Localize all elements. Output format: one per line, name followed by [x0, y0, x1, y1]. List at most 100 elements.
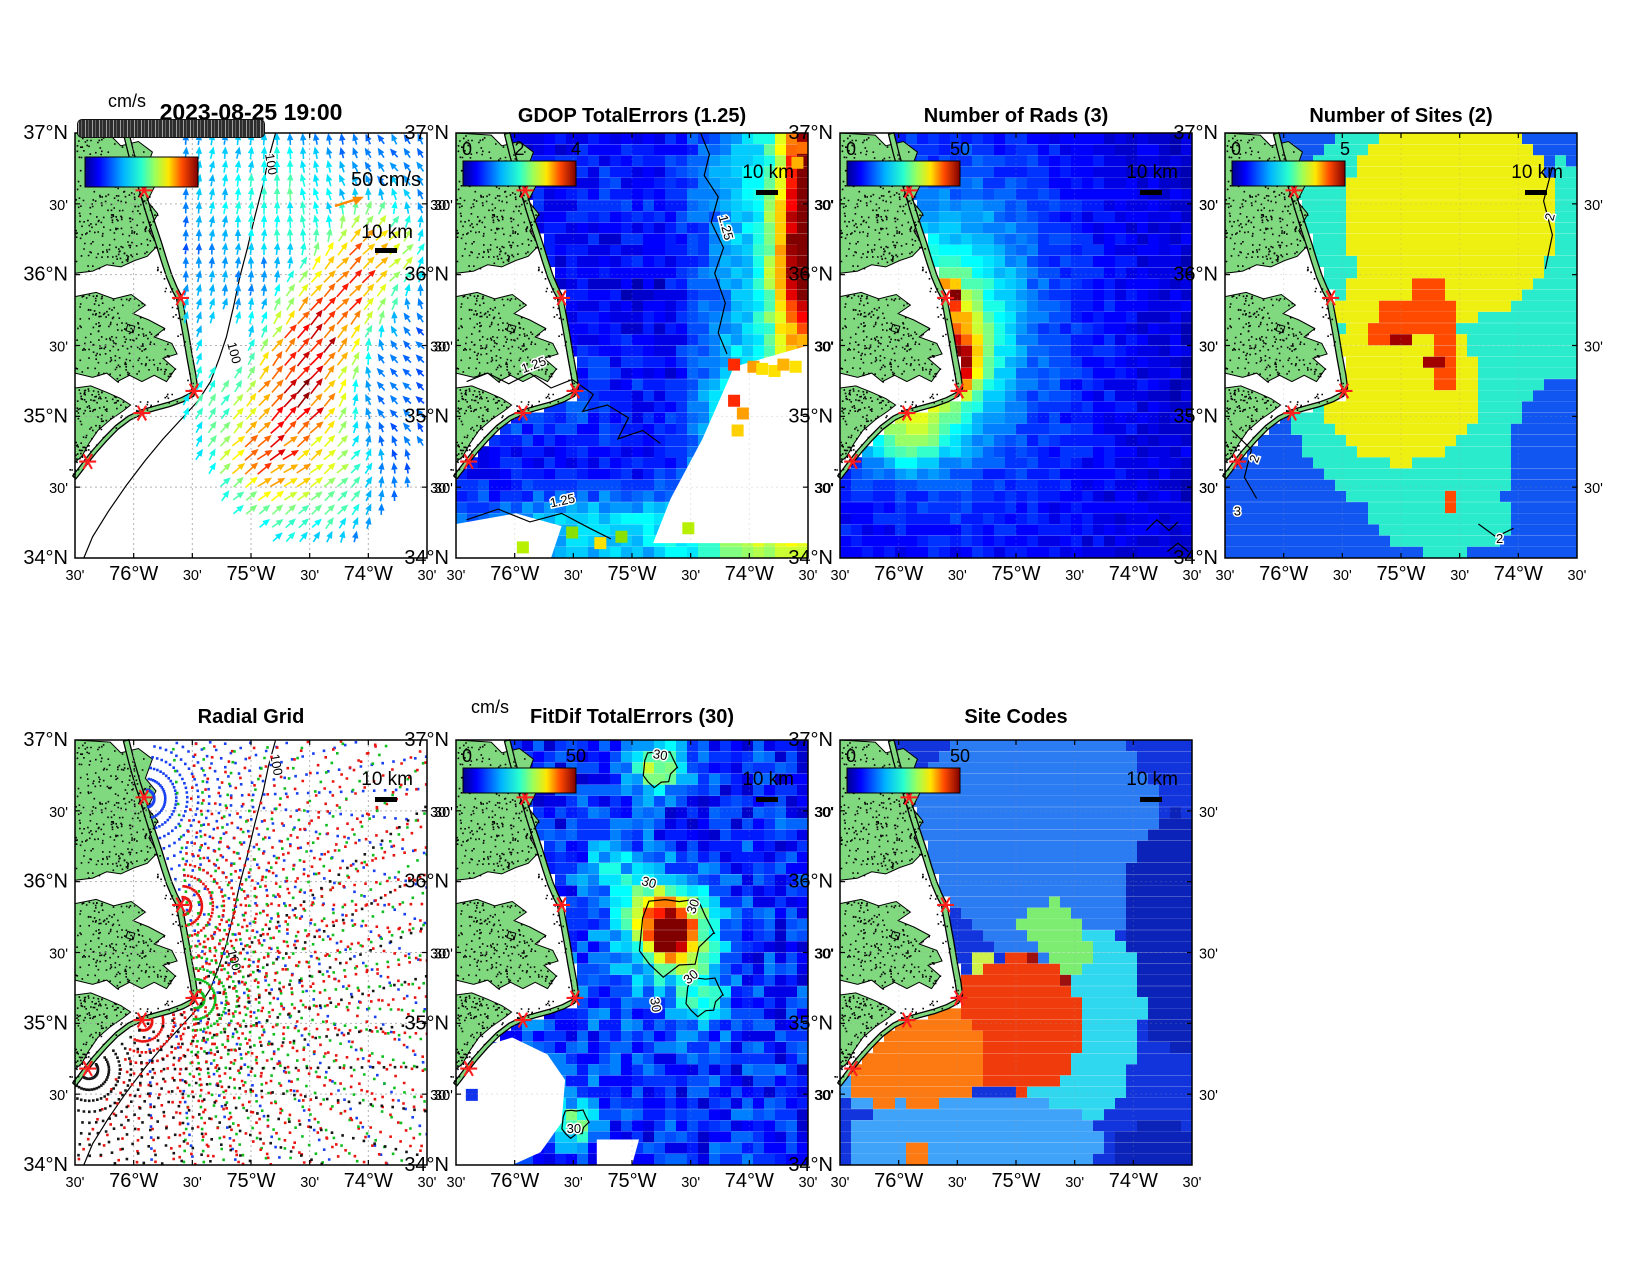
svg-text:30': 30' [183, 1175, 202, 1191]
svg-text:30': 30' [430, 805, 449, 821]
graticule [456, 740, 808, 1165]
svg-text:30': 30' [1216, 568, 1235, 584]
svg-text:34°N: 34°N [788, 1154, 833, 1176]
svg-text:34°N: 34°N [404, 547, 449, 569]
svg-text:30': 30' [948, 1175, 967, 1191]
axis-ticks [456, 740, 808, 1165]
svg-text:76°W: 76°W [109, 1170, 158, 1192]
svg-text:30': 30' [799, 1175, 818, 1191]
svg-text:30': 30' [434, 947, 453, 963]
contour-label: 30 [683, 897, 702, 916]
panel-title-fitdif: FitDif TotalErrors (30) [529, 706, 735, 728]
svg-text:30': 30' [814, 340, 833, 356]
svg-text:76°W: 76°W [490, 1170, 539, 1192]
svg-text:36°N: 36°N [404, 264, 449, 286]
svg-text:30': 30' [447, 1175, 466, 1191]
svg-text:30': 30' [1183, 568, 1202, 584]
svg-text:74°W: 74°W [725, 1170, 774, 1192]
svg-text:30': 30' [815, 340, 834, 356]
svg-text:30': 30' [300, 1175, 319, 1191]
scale-bar [1140, 190, 1162, 195]
axis-labels: 37°N30'36°N30'35°N30'34°N30'30'30'30' 76°… [404, 729, 834, 1192]
panel-title-radial-grid: Radial Grid [197, 706, 305, 728]
svg-text:30': 30' [1199, 481, 1218, 497]
radar-site-markers [844, 182, 968, 470]
svg-text:30': 30' [430, 198, 449, 214]
colorbar-tick-label: 4 [571, 139, 581, 159]
svg-text:76°W: 76°W [109, 563, 158, 585]
svg-text:30': 30' [1199, 198, 1218, 214]
svg-text:75°W: 75°W [991, 1170, 1040, 1192]
svg-text:75°W: 75°W [226, 563, 275, 585]
panel-title-number-of-rads: Number of Rads (3) [923, 105, 1109, 127]
svg-text:30': 30' [1584, 198, 1603, 214]
contour-label: 30 [640, 873, 658, 891]
svg-text:30': 30' [1183, 1175, 1202, 1191]
svg-text:30': 30' [430, 481, 449, 497]
svg-text:30': 30' [1584, 481, 1603, 497]
svg-text:34°N: 34°N [788, 547, 833, 569]
panel-title-gdop: GDOP TotalErrors (1.25) [517, 105, 747, 127]
scale-bar [756, 190, 778, 195]
svg-text:30': 30' [1199, 805, 1218, 821]
svg-text:75°W: 75°W [607, 1170, 656, 1192]
axis-labels: 37°N30'36°N30'35°N30'34°N30'30'30'30' 76°… [788, 729, 1218, 1192]
svg-text:30': 30' [681, 568, 700, 584]
vector-scale-arrow [334, 196, 364, 208]
colorbar-tick-label: 2 [514, 139, 524, 159]
svg-text:30': 30' [49, 1088, 68, 1104]
svg-text:36°N: 36°N [404, 871, 449, 893]
svg-text:36°N: 36°N [23, 264, 68, 286]
colorbar [846, 160, 961, 187]
svg-text:30': 30' [948, 568, 967, 584]
colorbar-tick-label: 0 [462, 139, 472, 159]
basemap [1219, 132, 1349, 480]
svg-text:30': 30' [681, 1175, 700, 1191]
svg-text:30': 30' [814, 198, 833, 214]
svg-text:30': 30' [434, 481, 453, 497]
panel-gdop-total-errors: 1.251.251.250 2 410 km37°N30'36°N30'35°N30… [404, 122, 834, 585]
colorbar-tick-label: 0 [462, 746, 472, 766]
svg-text:30': 30' [1199, 947, 1218, 963]
colorbar-unit-currents: cm/s [108, 91, 146, 111]
svg-text:35°N: 35°N [23, 405, 68, 427]
svg-text:37°N: 37°N [23, 122, 68, 144]
axis-ticks [840, 133, 1192, 558]
radar-site-markers [79, 182, 203, 470]
colorbar [846, 767, 961, 794]
svg-text:30': 30' [49, 481, 68, 497]
svg-text:30': 30' [815, 198, 834, 214]
svg-text:30': 30' [430, 1088, 449, 1104]
svg-text:36°N: 36°N [1173, 264, 1218, 286]
svg-text:30': 30' [300, 568, 319, 584]
svg-text:30': 30' [814, 947, 833, 963]
svg-text:30': 30' [66, 1175, 85, 1191]
axis-labels: 37°N30'36°N30'35°N30'34°N30'30'30'30' 76°… [788, 122, 1218, 585]
svg-text:30': 30' [799, 568, 818, 584]
axis-labels: 37°N30'36°N30'35°N30'34°N30'30'30'30' 76°… [1173, 122, 1603, 585]
contour-label: 30 [647, 996, 664, 1013]
svg-text:30': 30' [1450, 568, 1469, 584]
axis-ticks [75, 740, 427, 1165]
colorbar [462, 160, 577, 187]
svg-text:37°N: 37°N [788, 729, 833, 751]
svg-text:35°N: 35°N [788, 1012, 833, 1034]
svg-text:76°W: 76°W [490, 563, 539, 585]
colorbar [84, 156, 199, 188]
svg-text:34°N: 34°N [23, 1154, 68, 1176]
svg-text:76°W: 76°W [874, 1170, 923, 1192]
svg-text:30': 30' [434, 805, 453, 821]
axis-ticks [840, 740, 1192, 1165]
svg-text:35°N: 35°N [788, 405, 833, 427]
svg-text:30': 30' [814, 805, 833, 821]
contour-label: 1.25 [548, 491, 576, 511]
svg-text:35°N: 35°N [404, 405, 449, 427]
svg-text:37°N: 37°N [404, 122, 449, 144]
scale-bar [375, 797, 397, 802]
svg-text:34°N: 34°N [23, 547, 68, 569]
colorbar [462, 767, 577, 794]
svg-text:34°N: 34°N [404, 1154, 449, 1176]
